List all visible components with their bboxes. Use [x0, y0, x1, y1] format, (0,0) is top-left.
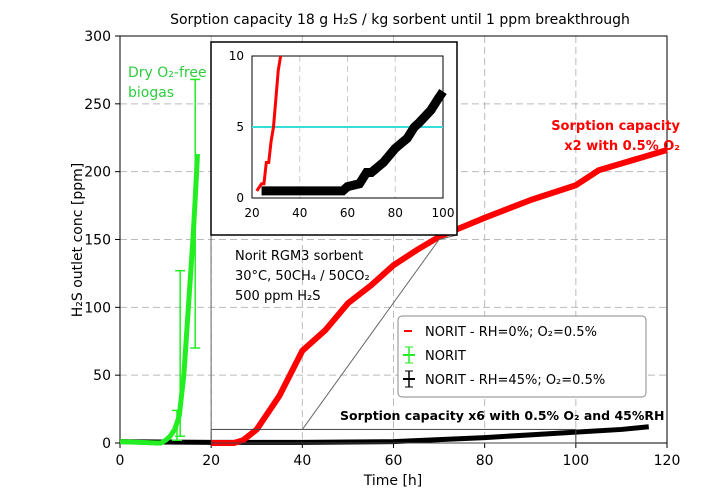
inset-chart: 20 40 60 80 100 0 5 10: [210, 41, 458, 236]
annotation-x2: Sorption capacity: [551, 119, 680, 134]
y-tick-label: 300: [84, 29, 111, 45]
chart-title: Sorption capacity 18 g H₂S / kg sorbent …: [170, 12, 630, 28]
inset-x-tick: 80: [388, 206, 403, 220]
x-axis-label: Time [h]: [363, 473, 423, 489]
y-tick-label: 250: [84, 97, 111, 113]
inset-y-tick: 10: [229, 49, 244, 63]
y-tick-label: 0: [102, 436, 111, 452]
annotation-x6: Sorption capacity x6 with 0.5% O₂ and 45…: [340, 408, 664, 423]
series-dry: [119, 153, 200, 446]
connector-line: [301, 239, 440, 430]
inset-x-tick: 20: [244, 206, 259, 220]
x-tick-label: 60: [385, 453, 403, 469]
inset-y-tick: 0: [236, 191, 244, 205]
inset-series-rh0: [255, 55, 283, 192]
series-rh45: [119, 424, 650, 445]
x-tick-label: 0: [116, 453, 125, 469]
x-tick-label: 120: [654, 453, 681, 469]
legend-frame: [397, 315, 647, 398]
x-tick-label: 20: [202, 453, 220, 469]
inset-series-rh45: [261, 88, 447, 196]
x-tick-label: 40: [293, 453, 311, 469]
series-rh0: [211, 147, 668, 446]
zoom-region: [210, 428, 577, 444]
annotation-x2: x2 with 0.5% O₂: [564, 139, 680, 154]
annotation-conditions: 30°C, 50CH₄ / 50CO₂: [235, 269, 370, 284]
annotation-conditions: Norit RGM3 sorbent: [235, 249, 363, 264]
annotation-dry-biogas: biogas: [128, 85, 174, 101]
y-tick-label: 50: [93, 368, 111, 384]
legend-label: NORIT - RH=0%; O₂=0.5%: [425, 325, 597, 340]
y-tick-label: 200: [84, 165, 111, 181]
inset-x-tick: 100: [432, 206, 455, 220]
inset-y-tick: 5: [236, 120, 244, 134]
y-tick-label: 100: [84, 300, 111, 316]
x-tick-label: 80: [476, 453, 494, 469]
annotation-conditions: 500 ppm H₂S: [235, 289, 320, 304]
inset-x-tick: 40: [292, 206, 307, 220]
legend: NORIT - RH=0%; O₂=0.5% NORIT NORIT - RH=45…: [397, 315, 647, 398]
y-tick-label: 150: [84, 233, 111, 249]
legend-label: NORIT: [425, 349, 466, 364]
legend-label: NORIT - RH=45%; O₂=0.5%: [425, 373, 605, 388]
annotation-dry-biogas: Dry O₂-free: [128, 65, 207, 81]
inset-x-tick: 60: [340, 206, 355, 220]
y-axis-label: H₂S outlet conc [ppm]: [70, 163, 86, 317]
x-tick-label: 100: [562, 453, 589, 469]
